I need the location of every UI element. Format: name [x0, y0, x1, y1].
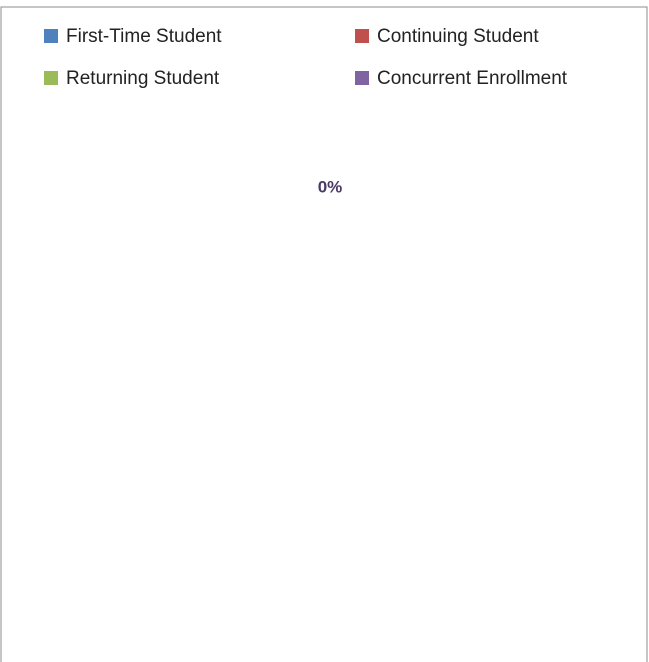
legend-label: Continuing Student	[377, 26, 539, 47]
legend-label: Concurrent Enrollment	[377, 68, 568, 89]
chart-frame	[0, 6, 648, 662]
legend-swatch	[44, 71, 58, 85]
legend-swatch	[355, 71, 369, 85]
legend-swatch	[44, 29, 58, 43]
legend-swatch	[355, 29, 369, 43]
legend-label: Returning Student	[66, 68, 220, 89]
data-label: 0%	[318, 177, 343, 196]
legend-label: First-Time Student	[66, 26, 222, 47]
